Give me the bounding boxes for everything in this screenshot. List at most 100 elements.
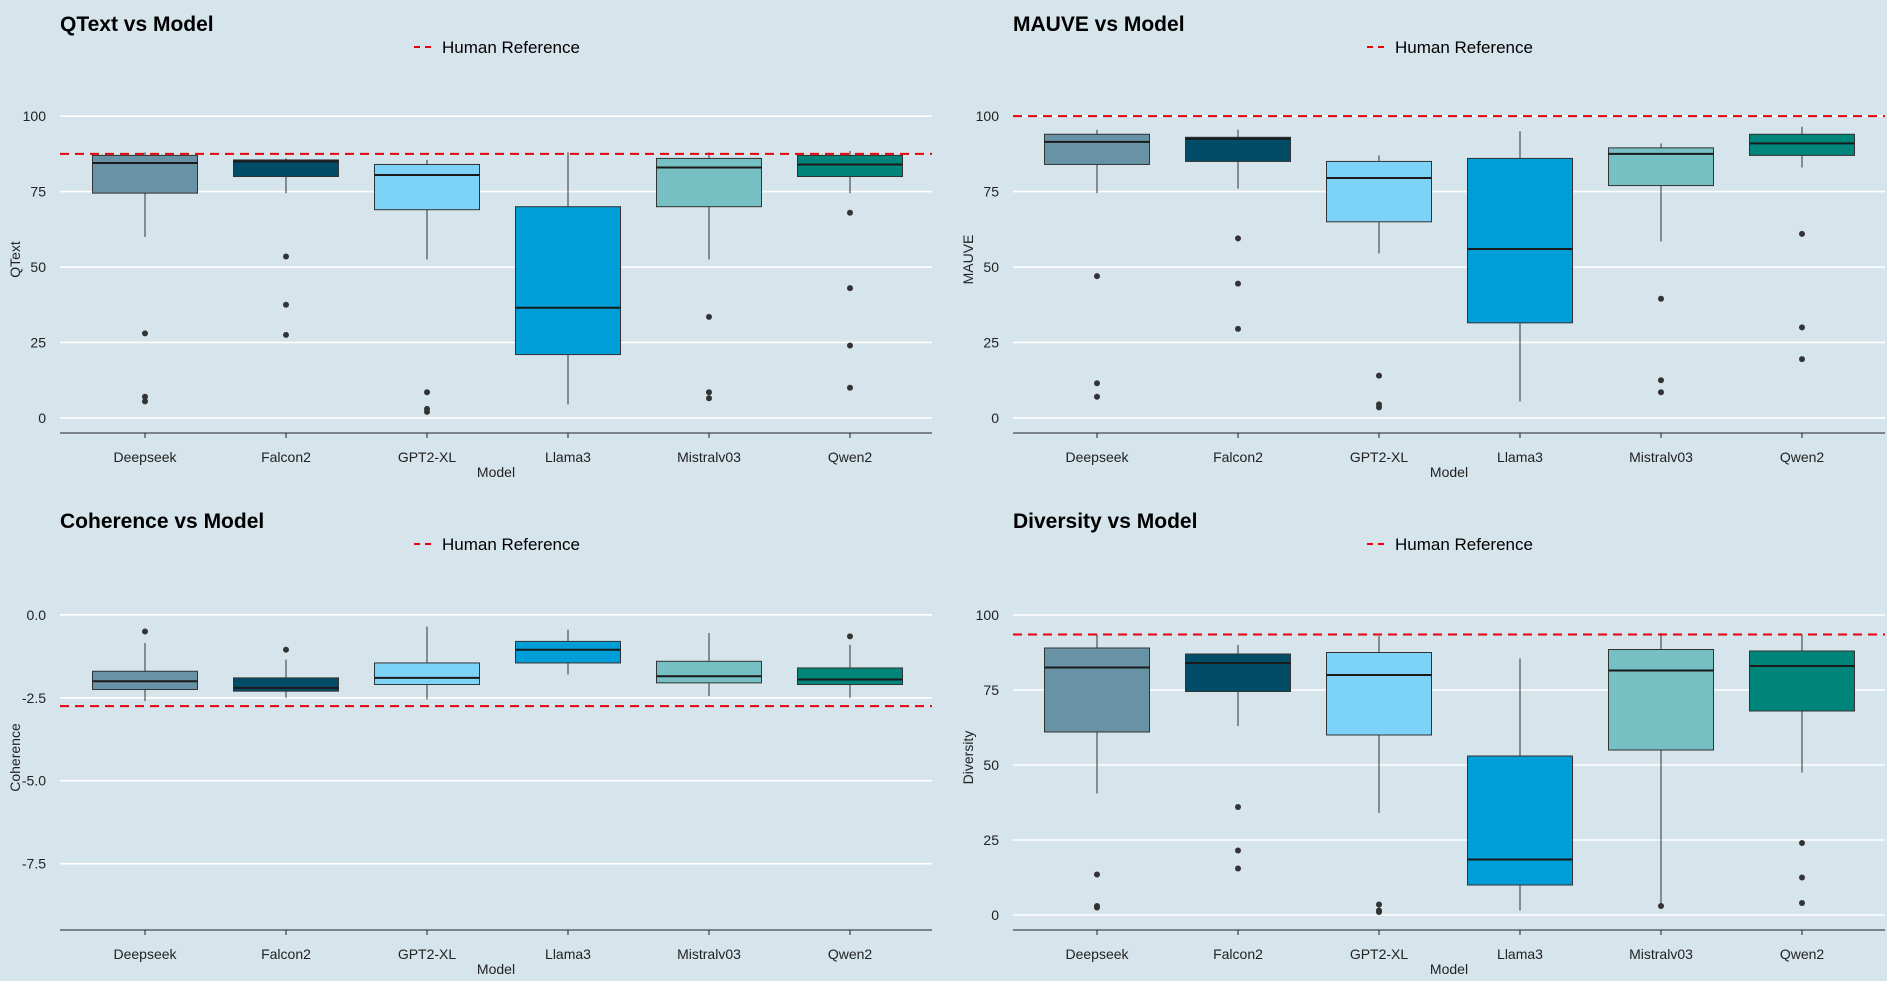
box-iqr <box>656 157 762 208</box>
chart-panel-1: QText vs Model Human Reference 0 25 50 75 100 D… <box>7 13 932 480</box>
box-iqr <box>374 662 480 686</box>
y-axis-title: QText <box>7 241 23 278</box>
legend-label: Human Reference <box>442 535 580 554</box>
legend-label: Human Reference <box>442 38 580 57</box>
box-falcon2: Falcon2 <box>1185 645 1291 962</box>
chart-title: QText vs Model <box>60 13 214 36</box>
outlier-point <box>1799 356 1805 363</box>
outlier-point <box>1376 901 1382 908</box>
x-tick-label: Falcon2 <box>1213 946 1263 962</box>
y-tick-label: 0.0 <box>27 607 47 623</box>
y-tick-label: 25 <box>983 334 999 350</box>
x-tick-label: Qwen2 <box>828 946 873 962</box>
box-iqr <box>233 159 339 178</box>
outlier-point <box>847 209 853 216</box>
outlier-point <box>424 389 430 396</box>
outlier-point <box>283 331 289 338</box>
outlier-point <box>1376 404 1382 411</box>
x-tick-label: Deepseek <box>113 946 177 962</box>
box-iqr <box>656 660 762 684</box>
box-iqr <box>1467 755 1573 886</box>
y-tick-label: -5.0 <box>22 773 46 789</box>
outlier-point <box>142 393 148 400</box>
outlier-point <box>1235 235 1241 242</box>
y-tick-label: -2.5 <box>22 690 46 706</box>
x-tick-label: Llama3 <box>545 449 591 465</box>
x-tick-label: Mistralv03 <box>1629 946 1693 962</box>
x-tick-label: Deepseek <box>1065 449 1129 465</box>
outlier-point <box>142 628 148 635</box>
x-tick-label: Deepseek <box>113 449 177 465</box>
box-llama3: Llama3 <box>1467 658 1573 962</box>
box-gpt2-xl: GPT2-XL <box>1326 155 1432 465</box>
chart-panel-3: Coherence vs Model Human Reference 0.0 -2.5… <box>7 510 932 977</box>
outlier-point <box>847 285 853 292</box>
box-iqr <box>1749 650 1855 712</box>
box-falcon2: Falcon2 <box>233 158 339 465</box>
box-deepseek: Deepseek <box>92 152 198 465</box>
x-axis-title: Model <box>1430 961 1468 977</box>
box-qwen2: Qwen2 <box>1749 126 1855 465</box>
y-axis-title: Diversity <box>960 731 976 785</box>
chart-panel-2: MAUVE vs Model Human Reference 0 25 50 75 100 D… <box>960 13 1885 480</box>
box-iqr <box>1467 157 1573 324</box>
outlier-point <box>847 633 853 640</box>
y-tick-label: 50 <box>983 259 999 275</box>
outlier-point <box>283 253 289 260</box>
outlier-point <box>1094 871 1100 878</box>
legend-label: Human Reference <box>1395 535 1533 554</box>
y-axis-title: Coherence <box>7 723 23 792</box>
x-axis-title: Model <box>477 961 515 977</box>
box-deepseek: Deepseek <box>1044 634 1150 962</box>
x-tick-label: Mistralv03 <box>677 449 741 465</box>
y-tick-label: -7.5 <box>22 856 46 872</box>
box-gpt2-xl: GPT2-XL <box>374 159 480 465</box>
box-falcon2: Falcon2 <box>233 646 339 962</box>
x-axis-title: Model <box>477 464 515 480</box>
x-tick-label: Llama3 <box>1497 449 1543 465</box>
outlier-point <box>1376 909 1382 915</box>
outlier-point <box>1094 904 1100 911</box>
y-tick-label: 25 <box>30 334 46 350</box>
outlier-point <box>706 395 712 402</box>
legend: Human Reference <box>1367 535 1533 554</box>
outlier-point <box>283 301 289 308</box>
y-axis-title: MAUVE <box>960 235 976 285</box>
x-tick-label: GPT2-XL <box>398 449 457 465</box>
legend-label: Human Reference <box>1395 38 1533 57</box>
box-iqr <box>1608 649 1714 751</box>
outlier-point <box>142 398 148 405</box>
y-tick-label: 75 <box>983 682 999 698</box>
outlier-point <box>1658 389 1664 396</box>
outlier-point <box>283 646 289 653</box>
box-deepseek: Deepseek <box>92 628 198 962</box>
outlier-point <box>1799 840 1805 846</box>
y-tick-label: 0 <box>991 907 999 923</box>
box-iqr <box>1185 653 1291 692</box>
x-tick-label: Qwen2 <box>1780 946 1825 962</box>
x-axis-title: Model <box>1430 464 1468 480</box>
x-tick-label: Qwen2 <box>828 449 873 465</box>
y-tick-label: 50 <box>983 757 999 773</box>
chart-title: Coherence vs Model <box>60 510 264 533</box>
box-iqr <box>1044 133 1150 165</box>
box-mistralv03: Mistralv03 <box>656 152 762 465</box>
box-iqr <box>515 206 621 356</box>
box-iqr <box>1326 652 1432 736</box>
legend: Human Reference <box>414 535 580 554</box>
outlier-point <box>1376 372 1382 379</box>
box-llama3: Llama3 <box>1467 131 1573 465</box>
outlier-point <box>1235 865 1241 872</box>
box-falcon2: Falcon2 <box>1185 129 1291 465</box>
outlier-point <box>1235 847 1241 854</box>
y-tick-label: 0 <box>38 410 46 426</box>
outlier-point <box>706 313 712 320</box>
box-qwen2: Qwen2 <box>797 150 903 465</box>
box-iqr <box>92 154 198 194</box>
x-tick-label: Qwen2 <box>1780 449 1825 465</box>
box-llama3: Llama3 <box>515 629 621 962</box>
x-tick-label: Mistralv03 <box>677 946 741 962</box>
outlier-point <box>1799 900 1805 906</box>
box-mistralv03: Mistralv03 <box>1608 143 1714 465</box>
